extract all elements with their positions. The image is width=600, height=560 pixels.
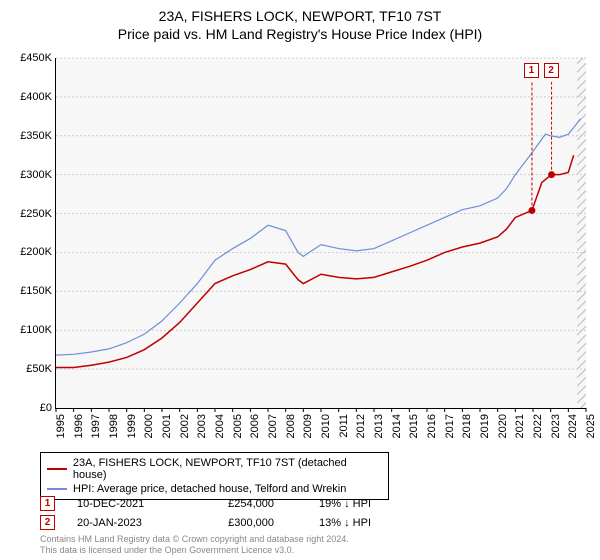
- footer-line: Contains HM Land Registry data © Crown c…: [40, 534, 349, 545]
- x-tick-label: 2014: [391, 414, 403, 454]
- title-block: 23A, FISHERS LOCK, NEWPORT, TF10 7ST Pri…: [0, 0, 600, 42]
- transaction-pct: 13% ↓ HPI: [296, 517, 371, 529]
- x-tick-label: 2013: [373, 414, 385, 454]
- y-tick-label: £450K: [7, 52, 52, 64]
- legend-swatch-property: [47, 468, 67, 470]
- x-tick-label: 2022: [532, 414, 544, 454]
- legend-label: 23A, FISHERS LOCK, NEWPORT, TF10 7ST (de…: [73, 457, 382, 481]
- x-tick-label: 2002: [179, 414, 191, 454]
- x-tick-label: 1997: [90, 414, 102, 454]
- sub-title: Price paid vs. HM Land Registry's House …: [0, 26, 600, 42]
- chart-container: 23A, FISHERS LOCK, NEWPORT, TF10 7ST Pri…: [0, 0, 600, 560]
- x-tick-label: 2004: [214, 414, 226, 454]
- x-tick-label: 1995: [55, 414, 67, 454]
- y-tick-label: £250K: [7, 208, 52, 220]
- x-tick-label: 2012: [355, 414, 367, 454]
- y-tick-label: £100K: [7, 324, 52, 336]
- x-tick-label: 1999: [126, 414, 138, 454]
- y-tick-label: £300K: [7, 169, 52, 181]
- legend-swatch-hpi: [47, 488, 67, 490]
- chart-plot-area: [55, 58, 586, 409]
- x-tick-label: 2003: [196, 414, 208, 454]
- x-tick-label: 2017: [444, 414, 456, 454]
- marker-badge: 1: [40, 496, 55, 511]
- x-tick-label: 2008: [285, 414, 297, 454]
- x-tick-label: 2016: [426, 414, 438, 454]
- x-tick-label: 2009: [302, 414, 314, 454]
- footer-line: This data is licensed under the Open Gov…: [40, 545, 349, 556]
- y-tick-label: £50K: [7, 363, 52, 375]
- x-tick-label: 2006: [249, 414, 261, 454]
- x-tick-label: 2021: [514, 414, 526, 454]
- x-tick-label: 2015: [408, 414, 420, 454]
- transaction-pct: 19% ↓ HPI: [296, 498, 371, 510]
- x-tick-label: 2019: [479, 414, 491, 454]
- y-tick-label: £150K: [7, 285, 52, 297]
- x-tick-label: 2001: [161, 414, 173, 454]
- x-tick-label: 2007: [267, 414, 279, 454]
- x-tick-label: 2005: [232, 414, 244, 454]
- transaction-table: 1 10-DEC-2021 £254,000 19% ↓ HPI 2 20-JA…: [40, 494, 371, 532]
- x-tick-label: 2020: [497, 414, 509, 454]
- sale-marker-badge: 1: [524, 63, 539, 78]
- transaction-date: 20-JAN-2023: [77, 517, 182, 529]
- x-tick-label: 2023: [550, 414, 562, 454]
- x-tick-label: 2018: [461, 414, 473, 454]
- x-tick-label: 2011: [338, 414, 350, 454]
- legend-row: 23A, FISHERS LOCK, NEWPORT, TF10 7ST (de…: [47, 456, 382, 482]
- marker-badge: 2: [40, 515, 55, 530]
- y-tick-label: £350K: [7, 130, 52, 142]
- table-row: 1 10-DEC-2021 £254,000 19% ↓ HPI: [40, 494, 371, 513]
- y-tick-label: £400K: [7, 91, 52, 103]
- transaction-price: £300,000: [204, 517, 274, 529]
- y-tick-label: £0: [7, 402, 52, 414]
- footer-note: Contains HM Land Registry data © Crown c…: [40, 534, 349, 556]
- transaction-date: 10-DEC-2021: [77, 498, 182, 510]
- transaction-price: £254,000: [204, 498, 274, 510]
- legend-box: 23A, FISHERS LOCK, NEWPORT, TF10 7ST (de…: [40, 452, 389, 500]
- table-row: 2 20-JAN-2023 £300,000 13% ↓ HPI: [40, 513, 371, 532]
- x-tick-label: 2000: [143, 414, 155, 454]
- x-tick-label: 2024: [567, 414, 579, 454]
- y-tick-label: £200K: [7, 246, 52, 258]
- main-title: 23A, FISHERS LOCK, NEWPORT, TF10 7ST: [0, 8, 600, 24]
- x-tick-label: 1998: [108, 414, 120, 454]
- sale-marker-badge: 2: [544, 63, 559, 78]
- x-tick-label: 2010: [320, 414, 332, 454]
- x-tick-label: 2025: [585, 414, 597, 454]
- x-tick-label: 1996: [73, 414, 85, 454]
- chart-svg: [56, 58, 586, 408]
